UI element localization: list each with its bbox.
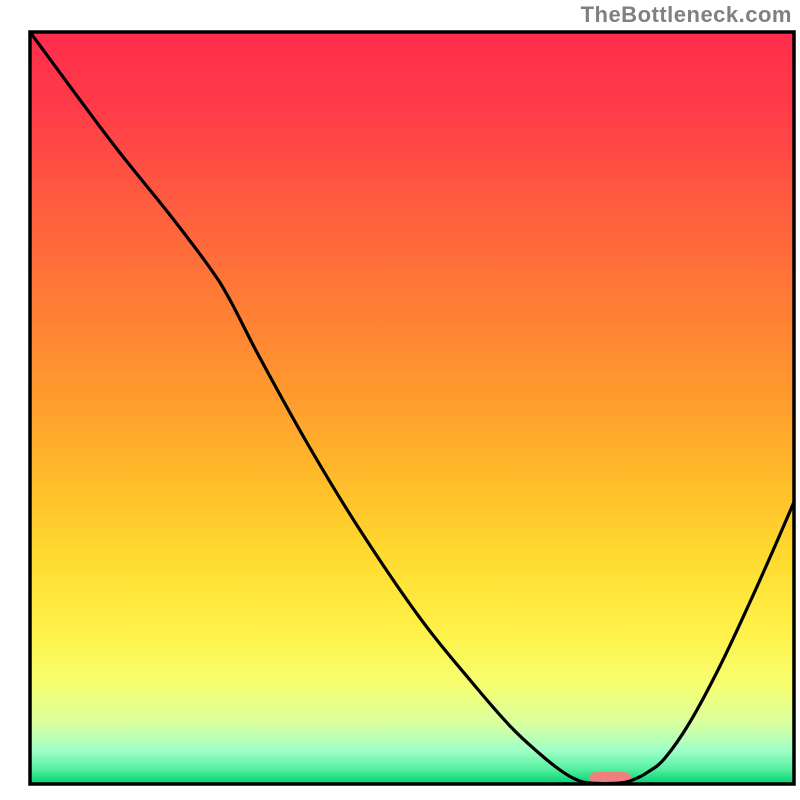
bottleneck-curve-chart xyxy=(0,0,800,800)
watermark-text: TheBottleneck.com xyxy=(581,2,792,28)
gradient-background xyxy=(30,32,794,784)
chart-container: { "watermark": { "text": "TheBottleneck.… xyxy=(0,0,800,800)
